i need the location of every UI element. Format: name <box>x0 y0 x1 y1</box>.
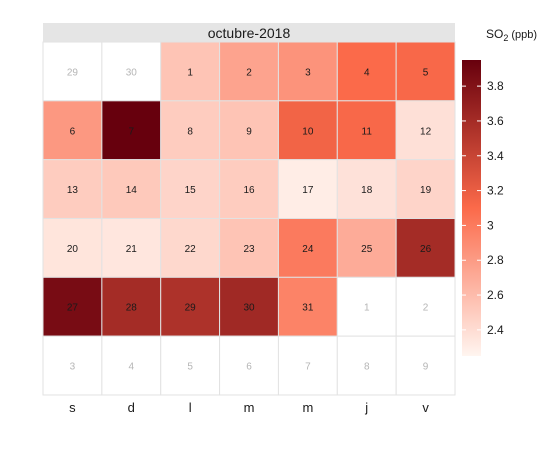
legend-tick-label: 2.4 <box>487 323 504 337</box>
day-cell <box>101 100 162 161</box>
day-number-label: 6 <box>70 126 76 137</box>
day-cell <box>42 217 103 278</box>
day-cell <box>395 41 456 102</box>
day-number-label: 18 <box>361 185 373 196</box>
day-number-label: 7 <box>129 126 135 137</box>
legend-tick-label: 2.6 <box>487 288 504 302</box>
day-cell <box>395 100 456 161</box>
day-cell <box>336 100 397 161</box>
day-number-label: 14 <box>126 185 138 196</box>
day-number-label: 29 <box>185 303 197 314</box>
day-number-label: 15 <box>185 185 197 196</box>
weekday-label: m <box>302 400 313 415</box>
day-number-label: 9 <box>246 126 252 137</box>
day-cell <box>277 276 338 337</box>
day-number-label: 3 <box>70 362 76 373</box>
day-number-label: 26 <box>420 244 432 255</box>
day-number-label: 28 <box>126 303 138 314</box>
legend-title-unit: (ppb) <box>511 29 537 41</box>
legend-colorbar <box>462 60 481 356</box>
day-number-label: 5 <box>187 362 193 373</box>
day-cell <box>277 100 338 161</box>
day-cell <box>336 217 397 278</box>
day-cell <box>395 217 456 278</box>
day-number-label: 5 <box>423 67 429 78</box>
day-number-label: 3 <box>305 67 311 78</box>
weekday-label: l <box>189 400 192 415</box>
outside-month-cell <box>336 276 397 337</box>
day-number-label: 11 <box>362 126 373 137</box>
month-title: octubre-2018 <box>208 25 291 41</box>
day-number-label: 24 <box>302 244 314 255</box>
legend-title: SO2 (ppb) <box>486 27 537 43</box>
day-number-label: 10 <box>302 126 314 137</box>
day-cell <box>219 276 279 337</box>
legend-tick-label: 3 <box>487 218 494 232</box>
day-number-label: 20 <box>67 244 79 255</box>
day-number-label: 16 <box>243 185 255 196</box>
day-cell <box>219 100 279 161</box>
day-cell <box>160 217 221 278</box>
day-cell <box>277 159 338 219</box>
day-number-label: 23 <box>243 244 255 255</box>
outside-month-cell <box>395 276 456 337</box>
legend-tick-label: 3.4 <box>487 149 504 163</box>
weekday-label: m <box>244 400 255 415</box>
day-number-label: 19 <box>420 185 432 196</box>
day-number-label: 6 <box>246 362 252 373</box>
legend-tick-label: 3.2 <box>487 184 504 198</box>
day-number-label: 4 <box>129 362 135 373</box>
day-number-label: 8 <box>364 362 370 373</box>
outside-month-cell <box>336 335 397 396</box>
legend-tick-label: 2.8 <box>487 253 504 267</box>
day-number-label: 9 <box>423 362 429 373</box>
outside-month-cell <box>101 335 162 396</box>
day-cell <box>336 41 397 102</box>
day-number-label: 29 <box>67 67 79 78</box>
day-number-label: 8 <box>187 126 193 137</box>
day-cell <box>160 276 221 337</box>
weekday-label: s <box>69 400 76 415</box>
day-cell <box>395 159 456 219</box>
day-number-label: 12 <box>420 126 432 137</box>
day-number-label: 27 <box>67 303 79 314</box>
legend-tick-label: 3.8 <box>487 79 504 93</box>
outside-month-cell <box>42 335 103 396</box>
day-number-label: 31 <box>302 303 314 314</box>
day-number-label: 25 <box>361 244 373 255</box>
day-cell <box>42 276 103 337</box>
day-number-label: 30 <box>243 303 255 314</box>
month-strip <box>43 23 455 42</box>
day-number-label: 2 <box>246 67 252 78</box>
day-number-label: 13 <box>67 185 79 196</box>
weekday-label: d <box>128 400 135 415</box>
day-number-label: 21 <box>126 244 138 255</box>
legend-tick-label: 3.6 <box>487 114 504 128</box>
day-number-label: 17 <box>302 185 314 196</box>
day-number-label: 7 <box>305 362 311 373</box>
legend-title-subscript: 2 <box>503 33 508 43</box>
outside-month-cell <box>160 335 221 396</box>
day-cell <box>219 217 279 278</box>
outside-month-cell <box>395 335 456 396</box>
day-number-label: 4 <box>364 67 370 78</box>
day-cell <box>219 159 279 219</box>
day-cell <box>42 100 103 161</box>
day-number-label: 1 <box>187 67 193 78</box>
legend-ticks: 2.4 2.6 2.8 3 3.2 3.4 3.6 3.8 <box>462 79 504 337</box>
day-cell <box>277 41 338 102</box>
weekday-label: v <box>422 400 429 415</box>
outside-month-cell <box>219 335 279 396</box>
legend-title-main: SO <box>486 27 503 41</box>
day-number-label: 2 <box>423 303 429 314</box>
weekday-label: j <box>364 400 368 415</box>
day-number-label: 22 <box>185 244 197 255</box>
day-cell <box>42 159 103 219</box>
day-number-label: 30 <box>126 67 138 78</box>
day-number-label: 1 <box>364 303 370 314</box>
